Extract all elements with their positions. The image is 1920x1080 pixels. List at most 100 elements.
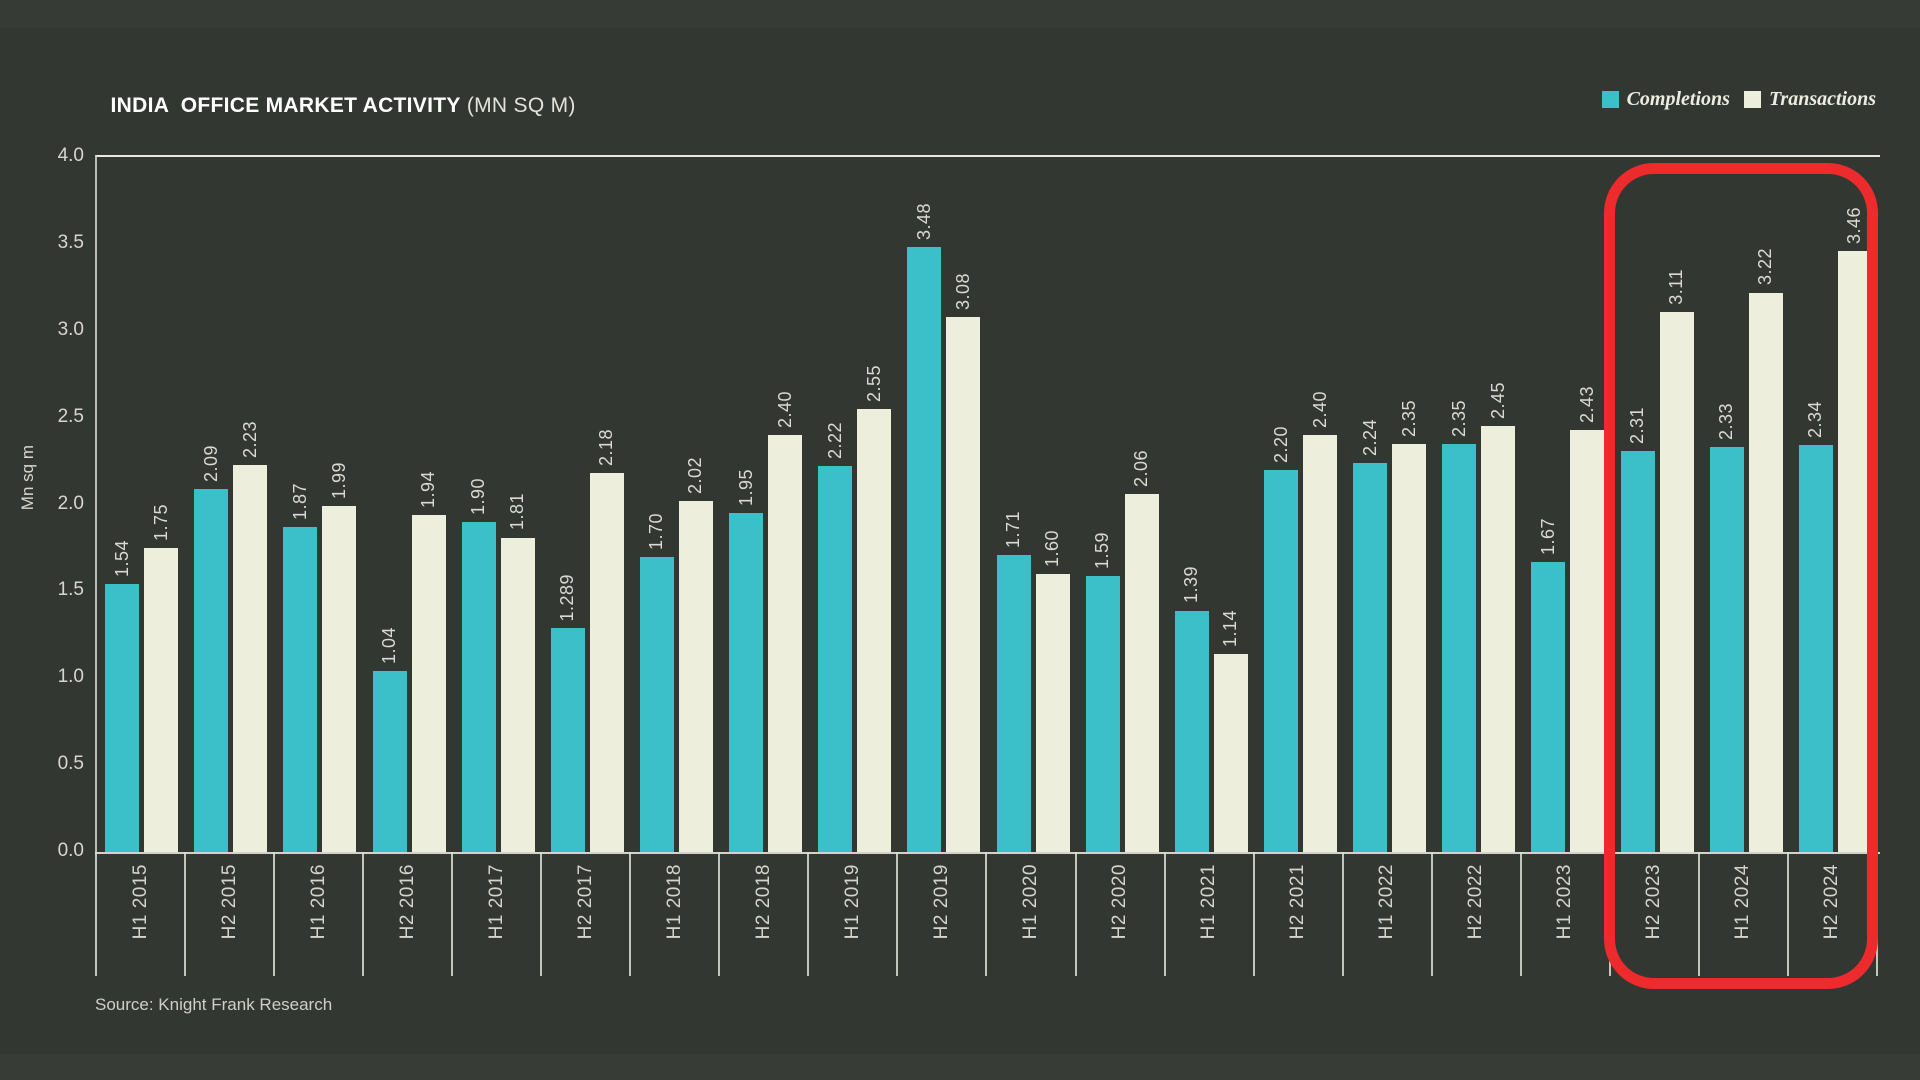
completions-bar-column: 2.22 bbox=[818, 157, 853, 852]
transactions-bar bbox=[144, 547, 179, 852]
bar-value-label: 1.90 bbox=[468, 477, 489, 515]
transactions-bar-column: 3.22 bbox=[1748, 157, 1783, 852]
bar-value-label: 1.67 bbox=[1537, 517, 1558, 555]
transactions-bar bbox=[1481, 426, 1516, 852]
transactions-bar-column: 1.60 bbox=[1035, 157, 1070, 852]
transactions-bar bbox=[1303, 435, 1337, 852]
y-tick-label: 2.0 bbox=[57, 492, 84, 514]
bar-value-label: 3.08 bbox=[952, 272, 973, 310]
y-tick-label: 1.5 bbox=[57, 579, 84, 601]
bar-value-label: 1.54 bbox=[111, 540, 132, 578]
bar-value-label: 1.70 bbox=[646, 512, 667, 550]
x-category-cell: H2 2021 bbox=[1252, 852, 1342, 976]
x-category-cell: H2 2018 bbox=[718, 852, 807, 976]
bar-group: 1.04 1.94 bbox=[364, 157, 453, 852]
transactions-bar bbox=[500, 537, 535, 852]
x-category-cell: H1 2020 bbox=[985, 852, 1074, 976]
completions-bar-column: 1.289 bbox=[550, 157, 585, 852]
completions-bar bbox=[729, 513, 764, 852]
completions-bar bbox=[1353, 462, 1388, 852]
transactions-bar-column: 3.08 bbox=[946, 157, 981, 852]
transactions-bar-column: 2.23 bbox=[233, 157, 268, 852]
completions-bar bbox=[1798, 445, 1833, 852]
x-category-label: H1 2022 bbox=[1376, 864, 1398, 940]
bar-value-label: 1.87 bbox=[289, 483, 310, 521]
bar-value-label: 1.14 bbox=[1220, 609, 1241, 647]
bar-value-label: 1.81 bbox=[507, 493, 528, 531]
bar-group: 3.48 3.08 bbox=[899, 157, 988, 852]
completions-bar bbox=[283, 527, 318, 852]
x-category-cell: H2 2019 bbox=[896, 852, 985, 976]
transactions-bar bbox=[946, 316, 981, 852]
bar-value-label: 1.94 bbox=[418, 470, 438, 508]
bar-value-label: 1.289 bbox=[557, 573, 578, 622]
transactions-bar bbox=[1392, 443, 1427, 852]
bar-value-label: 2.02 bbox=[685, 456, 706, 495]
bar-group: 2.34 3.46 bbox=[1791, 157, 1880, 852]
bar-value-label: 2.40 bbox=[1309, 390, 1330, 428]
bar-value-label: 2.34 bbox=[1805, 401, 1826, 439]
bar-group: 2.20 2.40 bbox=[1256, 157, 1345, 852]
bar-group: 1.95 2.40 bbox=[721, 157, 810, 852]
bar-group: 1.70 2.02 bbox=[632, 157, 721, 852]
completions-bar-column: 1.39 bbox=[1174, 157, 1209, 852]
bar-group: 1.59 2.06 bbox=[1078, 157, 1167, 852]
completions-bar-column: 2.24 bbox=[1353, 157, 1388, 852]
x-category-label: H1 2018 bbox=[663, 864, 685, 940]
completions-bar bbox=[907, 247, 942, 852]
bar-value-label: 3.22 bbox=[1755, 248, 1776, 286]
x-category-label: H1 2019 bbox=[841, 864, 863, 940]
chart-title-unit: (MN SQ M) bbox=[460, 94, 576, 117]
completions-bar-column: 1.95 bbox=[729, 157, 764, 852]
transactions-bar bbox=[1659, 311, 1694, 852]
completions-bar bbox=[1442, 443, 1477, 852]
completions-bar bbox=[996, 554, 1031, 852]
transactions-bar-column: 1.14 bbox=[1213, 157, 1248, 852]
bar-group: 1.71 1.60 bbox=[989, 157, 1078, 852]
completions-bar bbox=[818, 466, 853, 852]
completions-bar bbox=[1620, 450, 1655, 852]
bar-value-label: 2.33 bbox=[1716, 403, 1737, 441]
source-note: Source: Knight Frank Research bbox=[95, 995, 333, 1014]
completions-bar-column: 2.20 bbox=[1264, 157, 1298, 852]
transactions-bar-column: 2.40 bbox=[768, 157, 803, 852]
completions-bar bbox=[461, 521, 496, 852]
bar-value-label: 1.59 bbox=[1092, 531, 1113, 569]
x-category-label: H2 2022 bbox=[1465, 864, 1487, 940]
bar-group: 2.09 2.23 bbox=[186, 157, 275, 852]
transactions-bar-column: 2.02 bbox=[678, 157, 713, 852]
x-category-cell: H1 2018 bbox=[629, 852, 718, 976]
transactions-bar-column: 3.46 bbox=[1837, 157, 1872, 852]
x-category-label: H2 2018 bbox=[752, 864, 774, 940]
bar-value-label: 2.22 bbox=[824, 422, 845, 460]
bar-group: 1.54 1.75 bbox=[97, 157, 186, 852]
transactions-bar-column: 2.40 bbox=[1303, 157, 1337, 852]
bar-group: 1.67 2.43 bbox=[1523, 157, 1612, 852]
legend-label-completions: Completions bbox=[1626, 88, 1730, 110]
completions-bar-column: 2.35 bbox=[1442, 157, 1477, 852]
completions-bar-column: 1.04 bbox=[372, 157, 407, 852]
completions-bar-column: 2.31 bbox=[1620, 157, 1655, 852]
legend-item-completions: Completions bbox=[1601, 88, 1730, 111]
transactions-swatch-icon bbox=[1743, 91, 1761, 108]
y-tick-label: 0.5 bbox=[57, 753, 84, 775]
transactions-bar-column: 1.81 bbox=[500, 157, 535, 852]
x-category-cell: H1 2022 bbox=[1341, 852, 1431, 976]
x-category-label: H2 2024 bbox=[1821, 864, 1843, 940]
transactions-bar-column: 2.18 bbox=[589, 157, 624, 852]
transactions-bar bbox=[678, 501, 713, 852]
bar-value-label: 3.46 bbox=[1844, 206, 1865, 244]
bar-group: 2.24 2.35 bbox=[1345, 157, 1434, 852]
transactions-bar bbox=[1570, 429, 1605, 852]
transactions-bar-column: 2.45 bbox=[1481, 157, 1516, 852]
x-category-label: H2 2016 bbox=[396, 864, 418, 940]
x-category-cell: H1 2017 bbox=[451, 852, 540, 976]
completions-bar-column: 2.09 bbox=[194, 157, 229, 852]
completions-bar bbox=[1531, 561, 1566, 852]
x-category-cell: H2 2022 bbox=[1430, 852, 1520, 976]
completions-bar-column: 1.54 bbox=[105, 157, 140, 852]
bar-value-label: 2.43 bbox=[1576, 385, 1597, 423]
page-edge-top bbox=[0, 0, 1920, 28]
completions-bar bbox=[1085, 575, 1120, 852]
